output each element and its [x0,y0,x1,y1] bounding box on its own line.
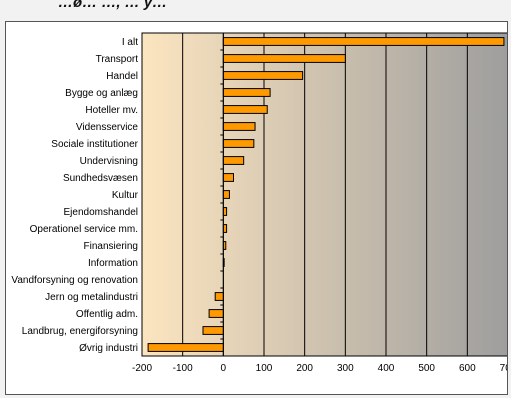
x-tick-label: 600 [459,363,476,374]
category-label: Undervisning [80,156,138,167]
category-label: Bygge og anlæg [65,88,138,99]
plot-border [141,32,507,357]
category-label: Vandforsyning og renovation [11,275,138,286]
category-label: Ejendomshandel [64,207,139,218]
category-label: Handel [106,71,138,82]
plot-area [142,33,507,356]
x-tick-label: 100 [256,363,273,374]
x-tick-label: 300 [337,363,354,374]
category-label: Offentlig adm. [76,309,138,320]
category-label: Information [88,258,138,269]
bar-chart: I alt Transport Handel Bygge og anlæg Hotell… [11,32,507,374]
title-strip: …ø… …, … y… [0,0,511,16]
bar [222,190,230,199]
x-tick-label: -200 [132,363,152,374]
category-label: Vidensservice [76,122,139,133]
category-label: Kultur [112,190,139,201]
bar [222,156,245,165]
category-label: Øvrig industri [79,343,138,354]
category-label: Sociale institutioner [51,139,138,150]
x-tick-label: 200 [296,363,313,374]
x-tick-label: 0 [221,363,227,374]
bar [222,173,234,182]
category-label: Operationel service mm. [30,224,138,235]
bar [147,343,224,352]
x-tick-label: 700 [500,363,507,374]
bar [208,309,224,318]
category-label: Transport [96,54,139,65]
bar [222,105,268,114]
bar [222,71,304,80]
x-tick-label: -100 [173,363,193,374]
bar [222,122,256,131]
category-label: Sundhedsvæsen [63,173,138,184]
x-tick-label: 500 [418,363,435,374]
bar [222,37,505,46]
x-tick-label: 400 [378,363,395,374]
chart-title: …ø… …, … y… [58,0,168,11]
category-label: I alt [122,37,138,48]
category-labels: I alt Transport Handel Bygge og anlæg Hotell… [11,37,138,354]
bar [222,54,346,63]
chart-panel: I alt Transport Handel Bygge og anlæg Hotell… [5,21,508,395]
bar [222,88,271,97]
bar [202,326,224,335]
axes [141,32,507,357]
bar [222,139,255,148]
tick-labels: -200 -100 0 100 200 300 400 500 600 700 [132,363,507,374]
category-label: Jern og metalindustri [45,292,138,303]
category-label: Landbrug, energiforsyning [22,326,138,337]
bar [214,292,224,301]
category-label: Hoteller mv. [85,105,138,116]
category-label: Finansiering [84,241,138,252]
